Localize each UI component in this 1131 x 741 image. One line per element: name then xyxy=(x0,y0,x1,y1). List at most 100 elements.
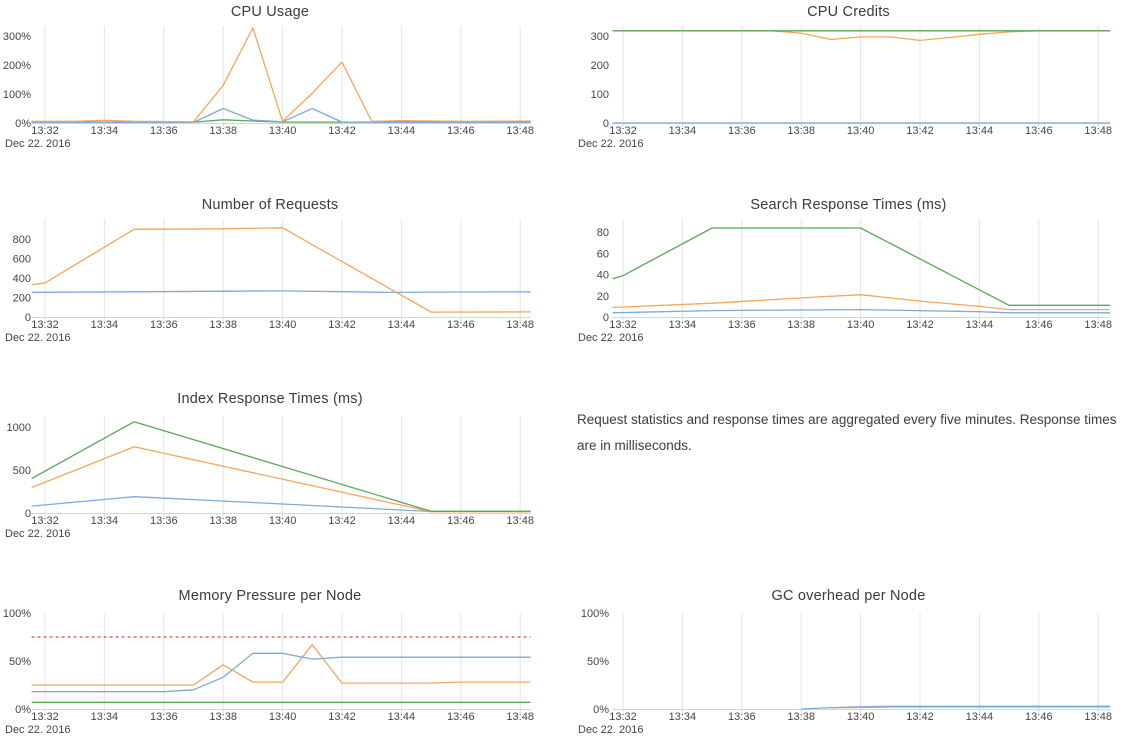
svg-text:13:38: 13:38 xyxy=(787,319,815,331)
svg-text:300: 300 xyxy=(591,31,609,43)
svg-text:13:34: 13:34 xyxy=(91,515,119,527)
svg-text:13:36: 13:36 xyxy=(728,319,756,331)
svg-text:100%: 100% xyxy=(3,608,31,620)
chart-search-response-times: Search Response Times (ms) 13:32 13:34 13:… xyxy=(566,185,1131,365)
svg-text:13:36: 13:36 xyxy=(150,515,178,527)
svg-text:13:32: 13:32 xyxy=(31,319,59,331)
svg-text:0%: 0% xyxy=(15,704,31,716)
svg-text:0%: 0% xyxy=(15,118,31,130)
svg-text:13:44: 13:44 xyxy=(388,319,416,331)
chart-gc-overhead: GC overhead per Node 13:32 13:34 13:36 13:3… xyxy=(566,575,1131,741)
svg-text:13:34: 13:34 xyxy=(669,125,697,137)
svg-text:13:48: 13:48 xyxy=(506,319,534,331)
svg-text:13:44: 13:44 xyxy=(966,319,994,331)
svg-text:13:38: 13:38 xyxy=(209,319,237,331)
svg-text:0: 0 xyxy=(25,312,31,324)
svg-text:13:44: 13:44 xyxy=(388,125,416,137)
svg-text:100%: 100% xyxy=(581,608,609,620)
svg-text:13:46: 13:46 xyxy=(447,125,475,137)
svg-text:Dec 22. 2016: Dec 22. 2016 xyxy=(578,724,643,736)
chart-title: Index Response Times (ms) xyxy=(177,391,363,407)
chart-number-of-requests: Number of Requests 13:32 13:34 13:36 13:38 1… xyxy=(0,185,565,365)
svg-text:Dec 22. 2016: Dec 22. 2016 xyxy=(5,724,70,736)
svg-text:400: 400 xyxy=(13,273,31,285)
cpu-credits-plot[interactable]: 13:32 13:34 13:36 13:38 13:40 13:42 13:44 13:46… xyxy=(566,0,1131,172)
svg-text:13:40: 13:40 xyxy=(269,125,297,137)
svg-text:13:48: 13:48 xyxy=(1084,125,1112,137)
svg-text:13:36: 13:36 xyxy=(728,125,756,137)
svg-text:50%: 50% xyxy=(9,656,31,668)
svg-text:13:34: 13:34 xyxy=(669,711,697,723)
svg-text:13:32: 13:32 xyxy=(31,125,59,137)
svg-text:13:40: 13:40 xyxy=(847,125,875,137)
svg-text:13:36: 13:36 xyxy=(728,711,756,723)
svg-text:80: 80 xyxy=(597,227,609,239)
note-text: Request statistics and response times ar… xyxy=(577,412,1117,453)
svg-text:13:46: 13:46 xyxy=(1025,125,1053,137)
svg-text:13:46: 13:46 xyxy=(1025,711,1053,723)
svg-text:200: 200 xyxy=(13,293,31,305)
svg-text:13:40: 13:40 xyxy=(269,515,297,527)
svg-text:13:36: 13:36 xyxy=(150,319,178,331)
svg-text:13:48: 13:48 xyxy=(506,711,534,723)
svg-text:13:42: 13:42 xyxy=(328,711,356,723)
chart-cpu-credits: CPU Credits 13:32 13:34 13:36 13:38 13:40 13:… xyxy=(566,0,1131,172)
svg-text:13:40: 13:40 xyxy=(847,711,875,723)
svg-text:13:46: 13:46 xyxy=(447,515,475,527)
number-of-requests-plot[interactable]: 13:32 13:34 13:36 13:38 13:40 13:42 13:44 13:46… xyxy=(0,185,565,365)
svg-text:Dec 22. 2016: Dec 22. 2016 xyxy=(5,528,70,540)
svg-text:13:38: 13:38 xyxy=(787,711,815,723)
chart-title: Memory Pressure per Node xyxy=(178,588,362,604)
svg-text:13:48: 13:48 xyxy=(1084,711,1112,723)
svg-text:0%: 0% xyxy=(593,704,609,716)
svg-text:13:42: 13:42 xyxy=(906,125,934,137)
svg-text:13:42: 13:42 xyxy=(328,319,356,331)
svg-text:13:38: 13:38 xyxy=(209,125,237,137)
svg-text:13:32: 13:32 xyxy=(31,515,59,527)
chart-title: CPU Credits xyxy=(807,4,890,20)
svg-text:13:32: 13:32 xyxy=(609,711,637,723)
svg-text:13:42: 13:42 xyxy=(328,125,356,137)
svg-text:13:38: 13:38 xyxy=(209,711,237,723)
svg-text:13:48: 13:48 xyxy=(506,125,534,137)
svg-text:13:32: 13:32 xyxy=(609,125,637,137)
cpu-usage-plot[interactable]: 13:32 13:34 13:36 13:38 13:40 13:42 13:44 13:46… xyxy=(0,0,565,172)
svg-text:13:46: 13:46 xyxy=(1025,319,1053,331)
svg-text:0: 0 xyxy=(25,508,31,520)
chart-title: GC overhead per Node xyxy=(771,588,926,604)
svg-text:13:40: 13:40 xyxy=(269,711,297,723)
svg-text:13:34: 13:34 xyxy=(91,319,119,331)
svg-text:50%: 50% xyxy=(587,656,609,668)
chart-memory-pressure: Memory Pressure per Node 13:32 13:34 13:36… xyxy=(0,575,565,741)
svg-text:13:38: 13:38 xyxy=(209,515,237,527)
gc-overhead-plot[interactable]: 13:32 13:34 13:36 13:38 13:40 13:42 13:44 13:46… xyxy=(566,575,1131,741)
svg-text:13:38: 13:38 xyxy=(787,125,815,137)
svg-text:13:46: 13:46 xyxy=(447,711,475,723)
chart-cpu-usage: CPU Usage 13:32 13:34 13:36 13:38 13:40 13:42… xyxy=(0,0,565,172)
svg-text:13:48: 13:48 xyxy=(1084,319,1112,331)
svg-text:100%: 100% xyxy=(3,89,31,101)
svg-text:0: 0 xyxy=(603,118,609,130)
svg-text:500: 500 xyxy=(13,465,31,477)
svg-text:13:46: 13:46 xyxy=(447,319,475,331)
svg-text:200%: 200% xyxy=(3,60,31,72)
index-response-times-plot[interactable]: 13:32 13:34 13:36 13:38 13:40 13:42 13:44 13:46… xyxy=(0,380,565,560)
svg-text:60: 60 xyxy=(597,248,609,260)
svg-text:13:40: 13:40 xyxy=(269,319,297,331)
svg-text:800: 800 xyxy=(13,234,31,246)
svg-text:13:42: 13:42 xyxy=(328,515,356,527)
svg-text:100: 100 xyxy=(591,89,609,101)
svg-text:13:34: 13:34 xyxy=(91,711,119,723)
search-response-times-plot[interactable]: 13:32 13:34 13:36 13:38 13:40 13:42 13:44 13:46… xyxy=(566,185,1131,365)
svg-text:13:44: 13:44 xyxy=(388,711,416,723)
svg-text:13:36: 13:36 xyxy=(150,711,178,723)
svg-text:40: 40 xyxy=(597,270,609,282)
svg-text:Dec 22. 2016: Dec 22. 2016 xyxy=(578,332,643,344)
svg-text:13:44: 13:44 xyxy=(966,125,994,137)
svg-text:1000: 1000 xyxy=(7,422,31,434)
svg-text:Dec 22. 2016: Dec 22. 2016 xyxy=(5,332,70,344)
svg-text:13:44: 13:44 xyxy=(966,711,994,723)
memory-pressure-plot[interactable]: 13:32 13:34 13:36 13:38 13:40 13:42 13:44 13:46… xyxy=(0,575,565,741)
svg-text:13:36: 13:36 xyxy=(150,125,178,137)
svg-text:13:40: 13:40 xyxy=(847,319,875,331)
